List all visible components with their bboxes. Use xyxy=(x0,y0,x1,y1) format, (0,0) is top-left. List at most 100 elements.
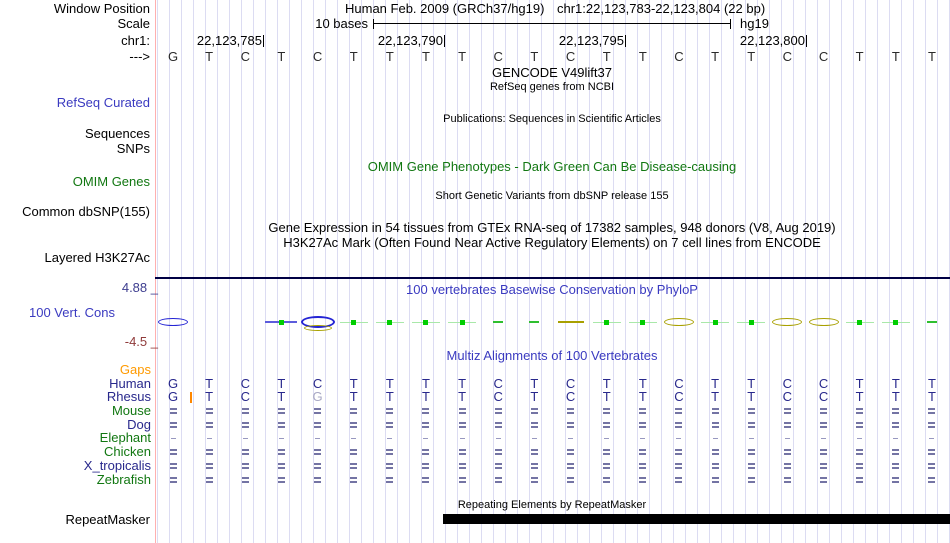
omim-track-title[interactable]: OMIM Gene Phenotypes - Dark Green Can Be… xyxy=(367,159,737,174)
phylop-mark xyxy=(278,319,284,325)
alignment-gap-mark xyxy=(567,408,575,411)
alignment-gap-mark xyxy=(603,462,611,465)
alignment-gap-mark xyxy=(711,462,719,465)
alignment-gap-mark xyxy=(783,421,791,424)
gencode-track-title[interactable]: GENCODE V49lift37 xyxy=(492,65,612,80)
sequence-base: T xyxy=(458,49,467,64)
label-common-dbsnp[interactable]: Common dbSNP(155) xyxy=(22,204,150,219)
alignment-base: T xyxy=(855,389,864,404)
label-100-vert-cons[interactable]: 100 Vert. Cons xyxy=(29,305,115,320)
alignment-gap-mark xyxy=(458,466,466,469)
phylop-mark xyxy=(459,319,465,325)
ruler-tick-mark xyxy=(806,35,807,47)
alignment-base: C xyxy=(818,376,829,391)
repeatmasker-track-title[interactable]: Repeating Elements by RepeatMasker xyxy=(457,499,647,511)
alignment-gap-mark xyxy=(892,425,900,428)
alignment-gap-mark xyxy=(892,449,900,452)
alignment-gap-mark xyxy=(458,476,466,479)
sequence-base: T xyxy=(711,49,720,64)
alignment-base: T xyxy=(638,376,647,391)
alignment-gap-mark xyxy=(386,449,394,452)
label-layered-h3k27ac[interactable]: Layered H3K27Ac xyxy=(44,250,150,265)
alignment-gap-mark xyxy=(567,421,575,424)
alignment-gap-mark xyxy=(205,408,213,411)
alignment-gap-mark xyxy=(747,408,755,411)
alignment-base: T xyxy=(277,389,286,404)
alignment-gap-mark xyxy=(277,408,285,411)
alignment-gap-mark xyxy=(277,480,285,483)
alignment-gap-mark xyxy=(603,412,611,415)
sequence-base: C xyxy=(818,49,829,64)
species-label-x_tropicalis[interactable]: X_tropicalis xyxy=(83,458,151,473)
alignment-gap-mark xyxy=(928,425,936,428)
species-label-elephant[interactable]: Elephant xyxy=(99,430,151,445)
alignment-gap-mark xyxy=(820,480,828,483)
alignment-gap-mark xyxy=(351,437,357,440)
alignment-gap-mark xyxy=(494,453,502,456)
alignment-gap-mark xyxy=(350,425,358,428)
species-label-human[interactable]: Human xyxy=(109,376,151,391)
alignment-gap-mark xyxy=(169,408,177,411)
alignment-base: C xyxy=(782,389,793,404)
alignment-gap-mark xyxy=(422,408,430,411)
label-omim-genes[interactable]: OMIM Genes xyxy=(72,174,150,189)
alignment-gap-mark xyxy=(458,408,466,411)
alignment-gap-mark xyxy=(458,449,466,452)
alignment-gap-mark xyxy=(892,466,900,469)
species-label-zebrafish[interactable]: Zebrafish xyxy=(96,472,151,487)
species-label-dog[interactable]: Dog xyxy=(127,417,151,432)
label-sequences[interactable]: Sequences xyxy=(84,126,150,141)
label-refseq-curated[interactable]: RefSeq Curated xyxy=(56,95,150,110)
strand-arrow[interactable]: ---> xyxy=(129,49,150,64)
species-label-rhesus[interactable]: Rhesus xyxy=(106,389,151,404)
alignment-gap-mark xyxy=(242,437,248,440)
alignment-gap-mark xyxy=(277,421,285,424)
multiz-track-title[interactable]: Multiz Alignments of 100 Vertebrates xyxy=(446,348,658,363)
alignment-gap-mark xyxy=(856,421,864,424)
alignment-gap-mark xyxy=(386,408,394,411)
refseq-track-title[interactable]: RefSeq genes from NCBI xyxy=(489,81,615,93)
alignment-gap-mark xyxy=(640,437,646,440)
species-label-chicken[interactable]: Chicken xyxy=(104,444,151,459)
alignment-gap-mark xyxy=(567,453,575,456)
alignment-gap-mark xyxy=(386,421,394,424)
alignment-gap-mark xyxy=(675,466,683,469)
h3k27ac-track-title[interactable]: H3K27Ac Mark (Often Found Near Active Re… xyxy=(283,235,821,250)
alignment-gap-mark xyxy=(169,425,177,428)
label-repeatmasker[interactable]: RepeatMasker xyxy=(65,512,150,527)
alignment-gap-mark xyxy=(747,466,755,469)
gtex-track-title[interactable]: Gene Expression in 54 tissues from GTEx … xyxy=(268,220,836,235)
species-label-mouse[interactable]: Mouse xyxy=(111,403,151,418)
phylop-mark xyxy=(557,321,584,323)
scale-bar-right-tick xyxy=(730,19,731,29)
sequence-base: T xyxy=(205,49,214,64)
alignment-base: T xyxy=(530,376,539,391)
alignment-gap-mark xyxy=(387,437,393,440)
alignment-gap-mark xyxy=(241,408,249,411)
alignment-base: C xyxy=(565,376,576,391)
alignment-gap-mark xyxy=(350,408,358,411)
alignment-gap-mark xyxy=(747,480,755,483)
alignment-gap-mark xyxy=(892,412,900,415)
alignment-gap-mark xyxy=(205,412,213,415)
scale-bases-label: 10 bases xyxy=(315,16,368,31)
alignment-gap-mark xyxy=(314,476,322,479)
phylop-track-title[interactable]: 100 vertebrates Basewise Conservation by… xyxy=(406,282,698,297)
alignment-base: T xyxy=(747,389,756,404)
species-label-gaps[interactable]: Gaps xyxy=(119,362,151,377)
alignment-base: C xyxy=(674,389,684,404)
alignment-gap-mark xyxy=(711,449,719,452)
alignment-gap-mark xyxy=(205,453,213,456)
dbsnp-track-title[interactable]: Short Genetic Variants from dbSNP releas… xyxy=(435,190,669,202)
alignment-gap-mark xyxy=(603,449,611,452)
alignment-base: T xyxy=(927,389,936,404)
label-snps[interactable]: SNPs xyxy=(116,141,150,156)
alignment-gap-mark xyxy=(928,453,936,456)
sequence-base: T xyxy=(927,49,936,64)
repeatmasker-element-bar[interactable] xyxy=(443,514,950,524)
sequence-base: C xyxy=(782,49,793,64)
alignment-gap-mark xyxy=(856,412,864,415)
scale-bar-left-tick xyxy=(373,19,374,29)
alignment-gap-mark xyxy=(567,449,575,452)
publications-track-title[interactable]: Publications: Sequences in Scientific Ar… xyxy=(443,113,661,125)
